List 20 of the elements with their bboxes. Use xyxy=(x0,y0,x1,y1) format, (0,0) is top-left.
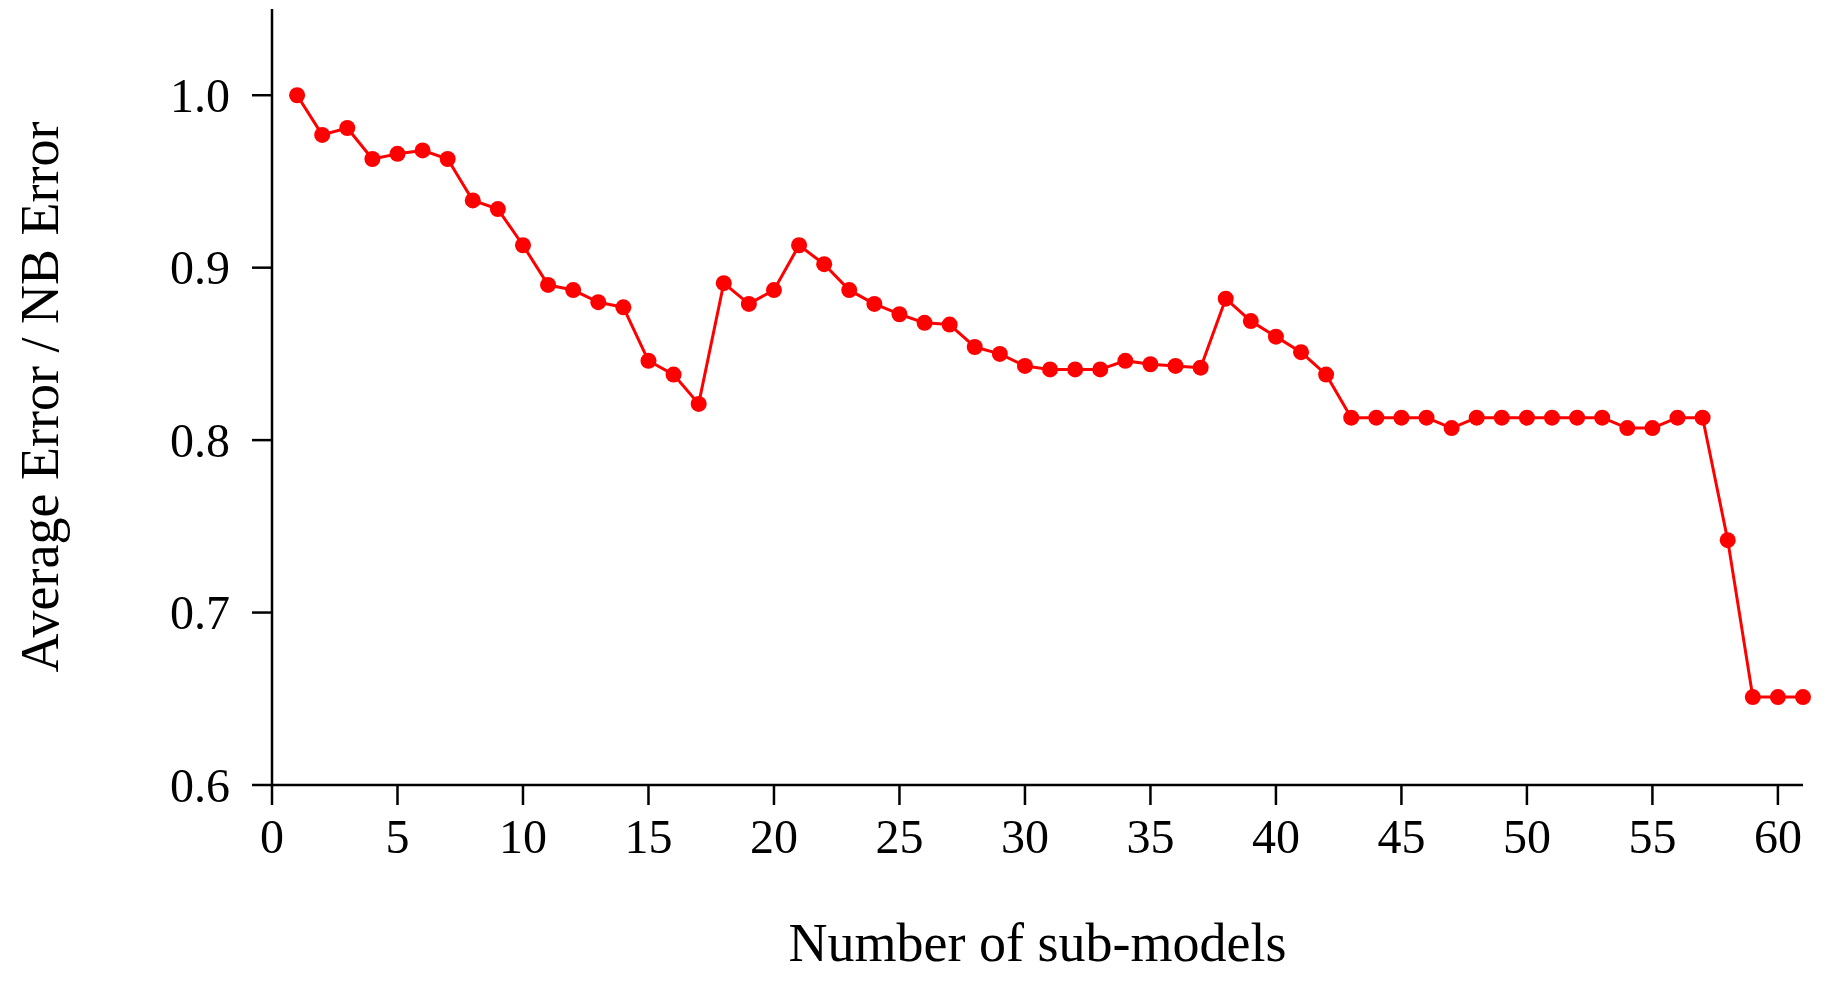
x-tick-label: 0 xyxy=(260,810,284,863)
x-tick-label: 35 xyxy=(1126,810,1175,863)
y-tick-label: 1.0 xyxy=(170,69,230,123)
x-tick-label: 25 xyxy=(875,810,924,863)
x-axis-title: Number of sub-models xyxy=(788,913,1287,973)
y-tick-label: 0.6 xyxy=(170,758,230,812)
x-tick-label: 60 xyxy=(1753,810,1802,863)
y-tick-label: 0.9 xyxy=(170,241,230,295)
y-tick-label: 0.7 xyxy=(170,586,230,640)
x-tick-label: 55 xyxy=(1628,810,1677,863)
x-tick-label: 20 xyxy=(749,810,798,863)
x-tick-label: 40 xyxy=(1251,810,1300,863)
y-tick-label: 0.8 xyxy=(170,413,230,467)
x-tick-label: 50 xyxy=(1502,810,1551,863)
x-tick-label: 15 xyxy=(624,810,673,863)
x-tick-label: 10 xyxy=(498,810,547,863)
x-tick-label: 5 xyxy=(385,810,410,863)
y-axis-title: Average Error / NB Error xyxy=(10,121,70,673)
x-tick-label: 30 xyxy=(1000,810,1049,863)
x-tick-label: 45 xyxy=(1377,810,1426,863)
